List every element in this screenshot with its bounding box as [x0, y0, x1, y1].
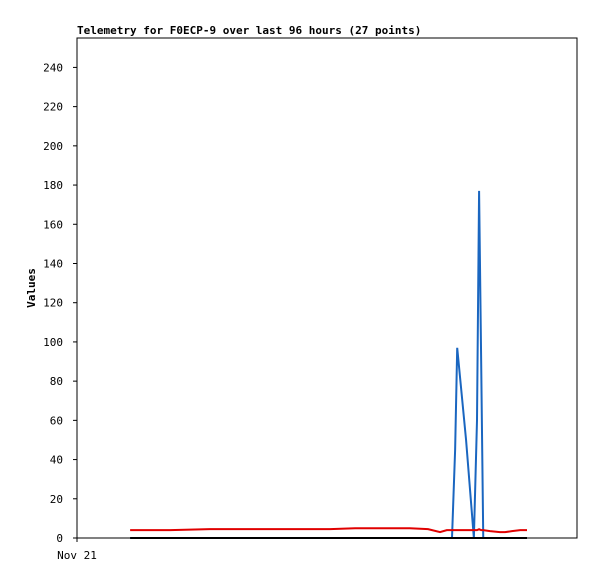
y-tick-label: 80	[50, 375, 63, 388]
chart-title: Telemetry for F0ECP-9 over last 96 hours…	[77, 24, 421, 37]
y-tick-label: 180	[43, 179, 63, 192]
y-tick-label: 140	[43, 257, 63, 270]
y-tick-label: 120	[43, 297, 63, 310]
y-tick-label: 240	[43, 61, 63, 74]
y-tick-label: 0	[56, 532, 63, 545]
y-tick-label: 220	[43, 101, 63, 114]
plot-frame	[76, 37, 578, 539]
y-tick-label: 200	[43, 140, 63, 153]
y-axis-label: Values	[25, 268, 38, 308]
x-tick-label: Nov 21	[57, 549, 97, 562]
series-line	[130, 527, 527, 534]
y-tick-label: 40	[50, 454, 63, 467]
y-tick-label: 160	[43, 218, 63, 231]
y-tick-label: 60	[50, 414, 63, 427]
y-tick-label: 20	[50, 493, 63, 506]
y-tick-label: 100	[43, 336, 63, 349]
series-line	[130, 190, 527, 539]
